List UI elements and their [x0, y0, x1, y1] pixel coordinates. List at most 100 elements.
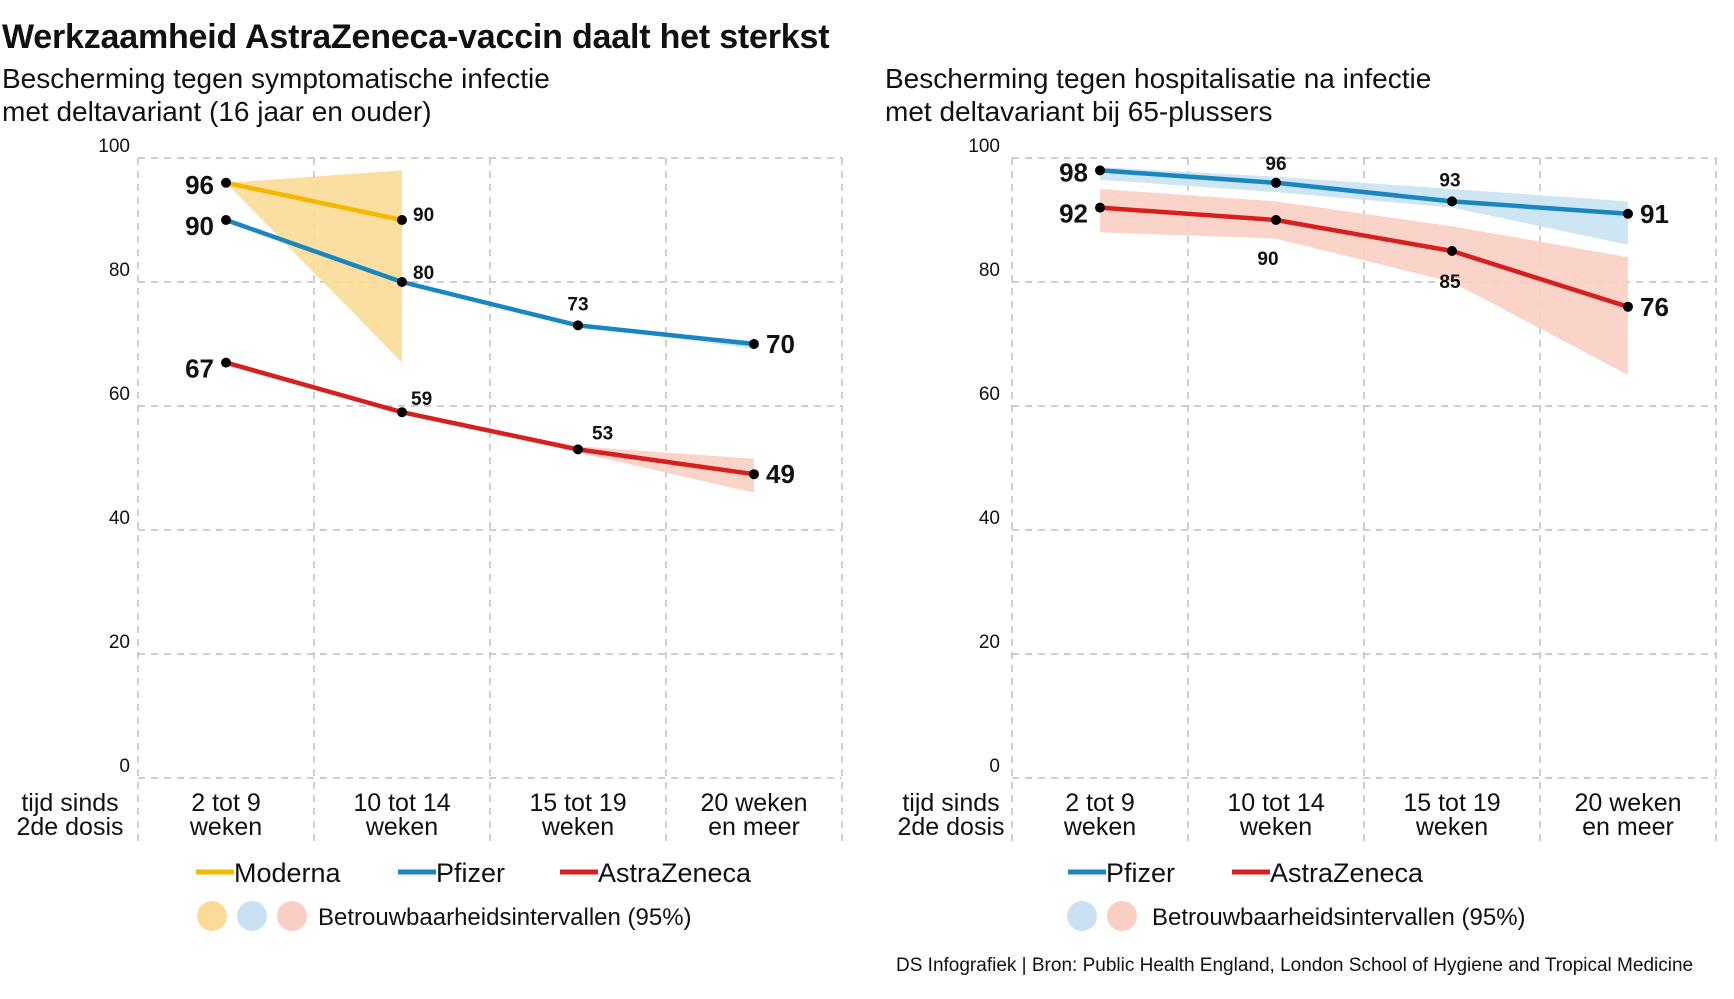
data-label-pfizer: 80 [413, 263, 434, 284]
data-point-pfizer [1623, 208, 1633, 219]
data-point-pfizer [397, 277, 407, 287]
series-line-moderna [225, 180, 403, 223]
data-label-astrazeneca: 49 [766, 459, 795, 489]
ci-legend-swatch-moderna [197, 901, 227, 931]
data-label-astrazeneca: 76 [1640, 292, 1669, 322]
y-tick-label: 60 [979, 384, 1000, 405]
source-note: DS Infografiek | Bron: Public Health Eng… [896, 955, 1694, 976]
data-point-astrazeneca [1447, 246, 1457, 256]
data-point-pfizer [749, 339, 759, 349]
series-line-pfizer [1099, 168, 1629, 217]
data-label-astrazeneca: 53 [592, 423, 613, 444]
x-axis-title: tijd sinds [902, 789, 999, 817]
data-point-astrazeneca [1623, 301, 1633, 312]
data-point-astrazeneca [749, 469, 759, 480]
data-label-pfizer: 96 [1265, 154, 1286, 175]
series-line-astrazeneca [1099, 205, 1629, 309]
data-point-pfizer [1447, 196, 1457, 207]
y-tick-label: 80 [109, 260, 130, 281]
left-chart-subtitle: Bescherming tegen symptomatische infecti… [2, 62, 762, 128]
y-tick-label: 80 [979, 260, 1000, 281]
chart-title: Werkzaamheid AstraZeneca-vaccin daalt he… [2, 18, 830, 56]
ci-legend-swatch-astrazeneca [1107, 901, 1137, 931]
data-point-pfizer [1271, 177, 1281, 188]
x-tick-label: 20 weken [700, 789, 807, 817]
ci-legend-swatch-pfizer [1067, 901, 1097, 931]
data-label-astrazeneca: 92 [1059, 199, 1088, 229]
data-point-astrazeneca [397, 407, 407, 418]
ci-legend-swatch-pfizer [237, 901, 267, 931]
x-axis-title: tijd sinds [21, 789, 118, 817]
data-label-astrazeneca: 59 [411, 389, 432, 410]
legend-label-astrazeneca: AstraZeneca [1270, 858, 1424, 888]
data-label-astrazeneca: 67 [185, 354, 214, 384]
x-tick-label: 10 tot 14 [353, 789, 450, 817]
y-tick-label: 20 [979, 632, 1000, 653]
x-tick-label: weken [1239, 813, 1312, 841]
right-subtitle-line-2: met deltavariant bij 65-plussers [885, 96, 1273, 127]
left-subtitle-line-2: met deltavariant (16 jaar en ouder) [2, 96, 432, 127]
data-point-moderna [221, 177, 231, 188]
data-label-moderna: 90 [413, 205, 434, 226]
series-line-astrazeneca [225, 360, 755, 477]
x-tick-label: 10 tot 14 [1227, 789, 1324, 817]
data-label-pfizer: 73 [567, 294, 588, 315]
x-tick-label: 2 tot 9 [191, 789, 261, 817]
ci-band-moderna [226, 170, 402, 363]
data-point-astrazeneca [573, 444, 583, 455]
data-label-pfizer: 70 [766, 329, 795, 359]
ci-band-astrazeneca [1100, 189, 1628, 375]
x-tick-label: weken [365, 813, 438, 841]
data-point-moderna [397, 215, 407, 225]
data-label-pfizer: 91 [1640, 199, 1669, 229]
x-tick-label: 15 tot 19 [529, 789, 626, 817]
data-point-astrazeneca [1271, 215, 1281, 225]
data-label-astrazeneca: 85 [1439, 272, 1461, 293]
x-axis-title: 2de dosis [16, 813, 123, 841]
legend-label-astrazeneca: AstraZeneca [598, 858, 752, 888]
y-tick-label: 100 [98, 136, 130, 157]
data-point-pfizer [1095, 165, 1105, 176]
left-subtitle-line-1: Bescherming tegen symptomatische infecti… [2, 63, 550, 94]
series-line-pfizer [225, 217, 755, 347]
y-tick-label: 0 [989, 756, 1000, 777]
data-point-pfizer [573, 320, 583, 331]
y-tick-label: 20 [109, 632, 130, 653]
x-tick-label: 20 weken [1574, 789, 1681, 817]
right-subtitle-line-1: Bescherming tegen hospitalisatie na infe… [885, 63, 1432, 94]
data-point-pfizer [221, 215, 231, 225]
legend-label-pfizer: Pfizer [436, 858, 505, 888]
x-tick-label: weken [1415, 813, 1488, 841]
ci-band-astrazeneca [226, 362, 754, 493]
data-point-astrazeneca [221, 357, 231, 368]
data-label-pfizer: 90 [185, 211, 214, 241]
x-tick-label: 15 tot 19 [1403, 789, 1500, 817]
x-axis-title: 2de dosis [897, 813, 1004, 841]
data-label-pfizer: 98 [1059, 157, 1088, 187]
ci-band-pfizer [1100, 167, 1628, 245]
x-tick-label: en meer [1582, 813, 1674, 841]
ci-legend-label: Betrouwbaarheidsintervallen (95%) [1152, 904, 1526, 931]
ci-legend-label: Betrouwbaarheidsintervallen (95%) [318, 904, 692, 931]
x-tick-label: weken [189, 813, 262, 841]
x-tick-label: 2 tot 9 [1065, 789, 1135, 817]
x-tick-label: en meer [708, 813, 800, 841]
y-tick-label: 60 [109, 384, 130, 405]
data-point-astrazeneca [1095, 202, 1105, 213]
legend-label-moderna: Moderna [234, 858, 342, 888]
data-label-moderna: 96 [185, 170, 214, 200]
right-chart-subtitle: Bescherming tegen hospitalisatie na infe… [885, 62, 1645, 128]
y-tick-label: 100 [968, 136, 1000, 157]
y-tick-label: 40 [109, 508, 130, 529]
y-tick-label: 40 [979, 508, 1000, 529]
data-label-pfizer: 93 [1439, 170, 1460, 191]
legend-label-pfizer: Pfizer [1106, 858, 1175, 888]
y-tick-label: 0 [119, 756, 130, 777]
data-label-astrazeneca: 90 [1257, 249, 1278, 270]
ci-legend-swatch-astrazeneca [277, 901, 307, 931]
x-tick-label: weken [1063, 813, 1136, 841]
x-tick-label: weken [541, 813, 614, 841]
